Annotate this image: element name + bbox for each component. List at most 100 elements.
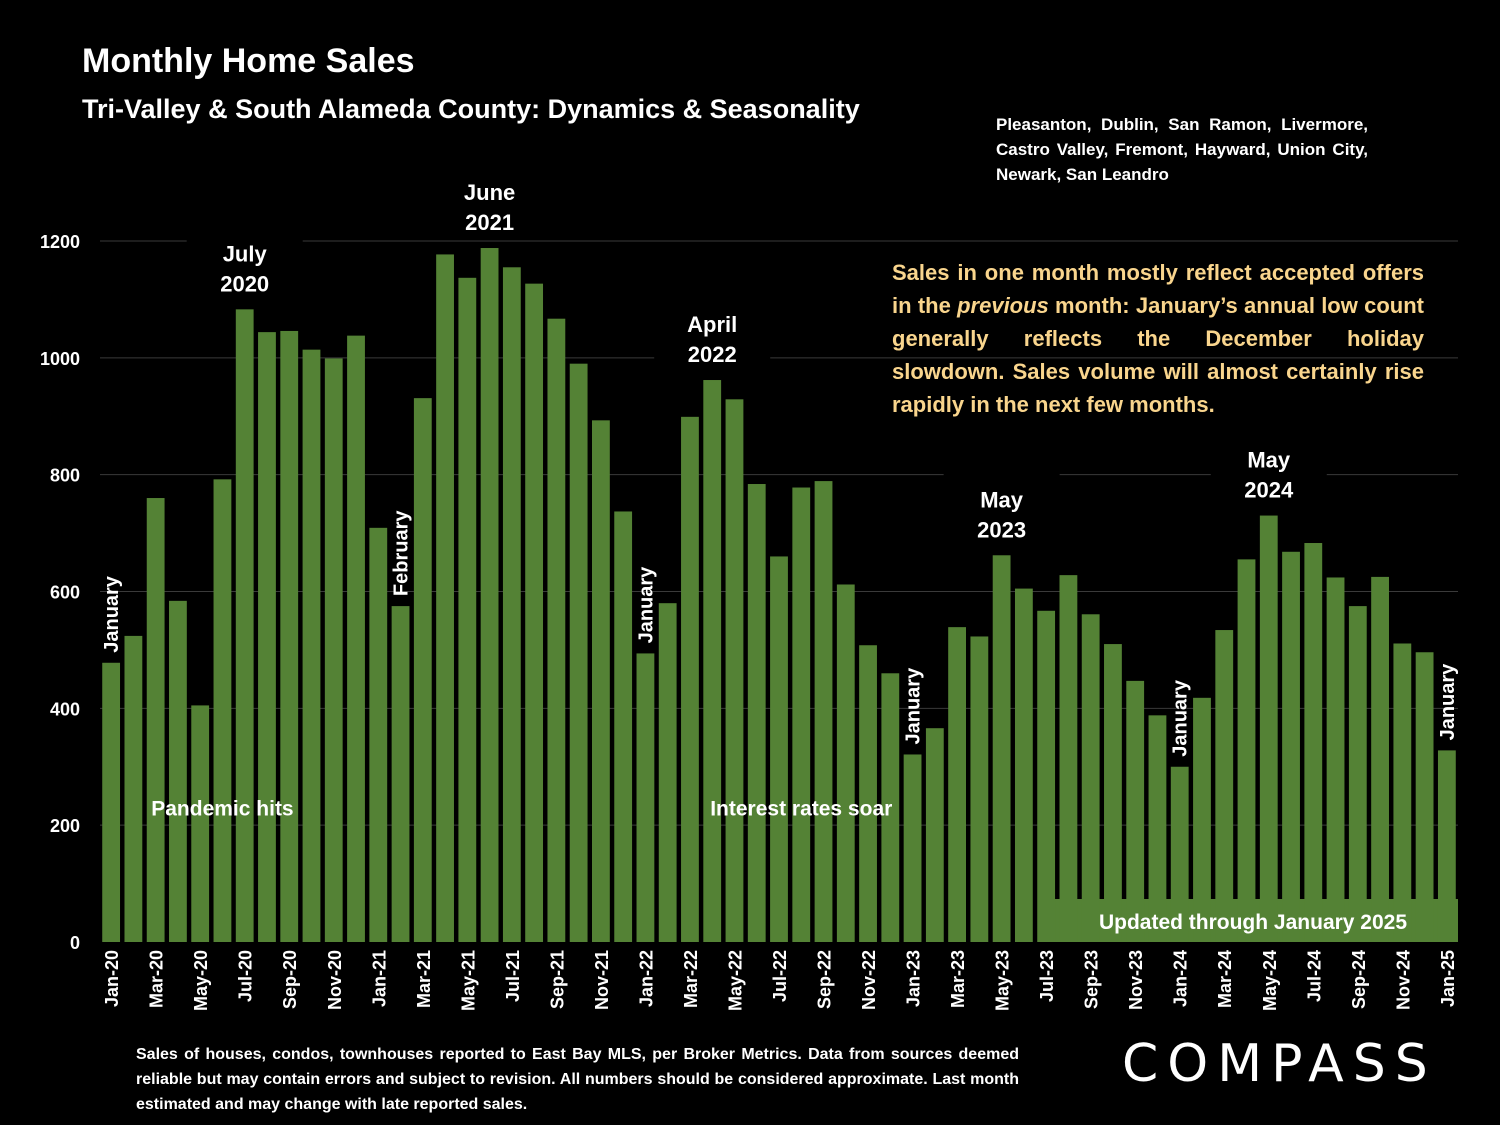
bar bbox=[658, 603, 677, 942]
x-tick-label: Sep-20 bbox=[280, 950, 300, 1009]
bar bbox=[1348, 606, 1367, 942]
x-tick-label: Nov-21 bbox=[592, 950, 612, 1010]
monthly-sales-chart: 0 200 400 600 800 1000 1200 Jan-20 Mar-20 May-20… bbox=[39, 162, 1459, 1012]
bar bbox=[458, 277, 477, 942]
x-tick-label: May-23 bbox=[993, 950, 1013, 1011]
bar bbox=[347, 335, 365, 942]
y-tick-label: 400 bbox=[50, 699, 80, 719]
annotation-backdrop bbox=[431, 162, 548, 241]
annotation-peak-month: April bbox=[687, 312, 737, 337]
x-tick-label: Sep-23 bbox=[1082, 950, 1102, 1009]
x-tick-label: Jan-23 bbox=[904, 950, 924, 1007]
x-tick-label: Jul-21 bbox=[503, 950, 523, 1002]
annotation-event: Interest rates soar bbox=[710, 798, 892, 821]
annotation-peak-month: July bbox=[223, 241, 268, 266]
bar bbox=[302, 349, 321, 942]
bar bbox=[547, 318, 566, 942]
bar bbox=[324, 358, 343, 943]
annotation-event: Pandemic hits bbox=[151, 798, 293, 821]
bar bbox=[413, 398, 432, 942]
bar bbox=[636, 653, 655, 942]
bar bbox=[169, 600, 187, 942]
annotation-peak-year: 2020 bbox=[220, 271, 269, 296]
annotation-backdrop bbox=[1210, 429, 1327, 508]
bar bbox=[703, 380, 722, 942]
bar bbox=[681, 416, 699, 942]
annotation-month: January bbox=[1437, 663, 1459, 741]
bar bbox=[146, 498, 165, 942]
x-tick-label: Sep-21 bbox=[547, 950, 567, 1009]
x-tick-label: May-20 bbox=[191, 950, 211, 1011]
bar bbox=[836, 584, 855, 942]
x-tick-label: Jul-20 bbox=[236, 950, 256, 1002]
y-tick-label: 800 bbox=[50, 466, 80, 486]
x-tick-label: Mar-24 bbox=[1215, 950, 1235, 1008]
note-text-before: Sales in one month mostly reflect accept… bbox=[892, 260, 1424, 318]
bar bbox=[525, 283, 544, 942]
annotation-month: January bbox=[1170, 679, 1192, 757]
bar bbox=[1126, 680, 1145, 942]
bar bbox=[792, 487, 811, 942]
bar bbox=[1081, 614, 1100, 942]
bar bbox=[1437, 750, 1456, 942]
annotation-peak-year: 2023 bbox=[977, 517, 1026, 542]
bar bbox=[614, 511, 633, 942]
bar bbox=[1393, 643, 1412, 942]
bar bbox=[480, 248, 499, 942]
y-axis: 0 200 400 600 800 1000 1200 bbox=[40, 232, 80, 953]
bar bbox=[747, 484, 766, 942]
bar bbox=[725, 399, 744, 942]
x-axis: Jan-20 Mar-20 May-20 Jul-20 Sep-20 Nov-20 Jan-… bbox=[102, 950, 1458, 1011]
bar bbox=[1237, 559, 1256, 942]
bar bbox=[1304, 543, 1323, 942]
bar bbox=[369, 527, 388, 942]
bar bbox=[948, 627, 967, 942]
bar bbox=[1259, 515, 1278, 942]
bar bbox=[235, 309, 254, 942]
bar bbox=[258, 332, 276, 942]
x-tick-label: Mar-20 bbox=[147, 950, 167, 1008]
x-tick-label: Jul-24 bbox=[1304, 950, 1324, 1002]
x-tick-label: Mar-21 bbox=[414, 950, 434, 1008]
cities-list: Pleasanton, Dublin, San Ramon, Livermore… bbox=[996, 115, 1368, 184]
bar bbox=[569, 363, 588, 942]
bar bbox=[881, 673, 900, 942]
x-tick-label: Jan-20 bbox=[102, 950, 122, 1007]
x-tick-label: May-22 bbox=[725, 950, 745, 1011]
annotation-backdrop bbox=[943, 469, 1060, 548]
seasonality-note: Sales in one month mostly reflect accept… bbox=[892, 256, 1424, 421]
x-tick-label: Jul-23 bbox=[1037, 950, 1057, 1002]
annotation-peak-month: May bbox=[1247, 448, 1291, 473]
note-text-after: month: January’s annual low count genera… bbox=[892, 293, 1424, 417]
x-tick-label: Jan-25 bbox=[1438, 950, 1458, 1007]
annotation-peak-year: 2024 bbox=[1244, 478, 1294, 503]
bar bbox=[502, 267, 521, 943]
bar bbox=[1059, 575, 1078, 942]
compass-logo: COMPASS bbox=[1122, 1034, 1437, 1094]
annotation-month: January bbox=[635, 566, 657, 644]
chart-annotations: January February January January January Janu… bbox=[101, 162, 1459, 821]
annotation-peak-year: 2021 bbox=[465, 210, 514, 235]
bar bbox=[814, 481, 833, 942]
y-tick-label: 1200 bbox=[40, 232, 80, 252]
bar bbox=[1014, 588, 1033, 942]
annotation-peak-month: June bbox=[464, 180, 515, 205]
annotation-backdrop bbox=[654, 294, 771, 373]
bar bbox=[1193, 697, 1211, 942]
x-tick-label: Jan-21 bbox=[369, 950, 389, 1007]
x-tick-label: Sep-24 bbox=[1349, 950, 1369, 1009]
note-emphasis: previous bbox=[957, 293, 1049, 318]
y-tick-label: 1000 bbox=[40, 349, 80, 369]
bar-series bbox=[102, 248, 1456, 943]
bar bbox=[102, 662, 121, 942]
bar bbox=[1326, 577, 1345, 942]
annotation-month: January bbox=[101, 575, 123, 653]
bar bbox=[1170, 766, 1189, 942]
bar bbox=[1415, 652, 1434, 942]
update-banner-text: Updated through January 2025 bbox=[1099, 911, 1407, 934]
y-tick-label: 0 bbox=[70, 933, 80, 953]
bar bbox=[391, 606, 410, 942]
source-footnote: Sales of houses, condos, townhouses repo… bbox=[136, 1046, 1019, 1113]
x-tick-label: Nov-22 bbox=[859, 950, 879, 1010]
bar bbox=[970, 636, 989, 942]
